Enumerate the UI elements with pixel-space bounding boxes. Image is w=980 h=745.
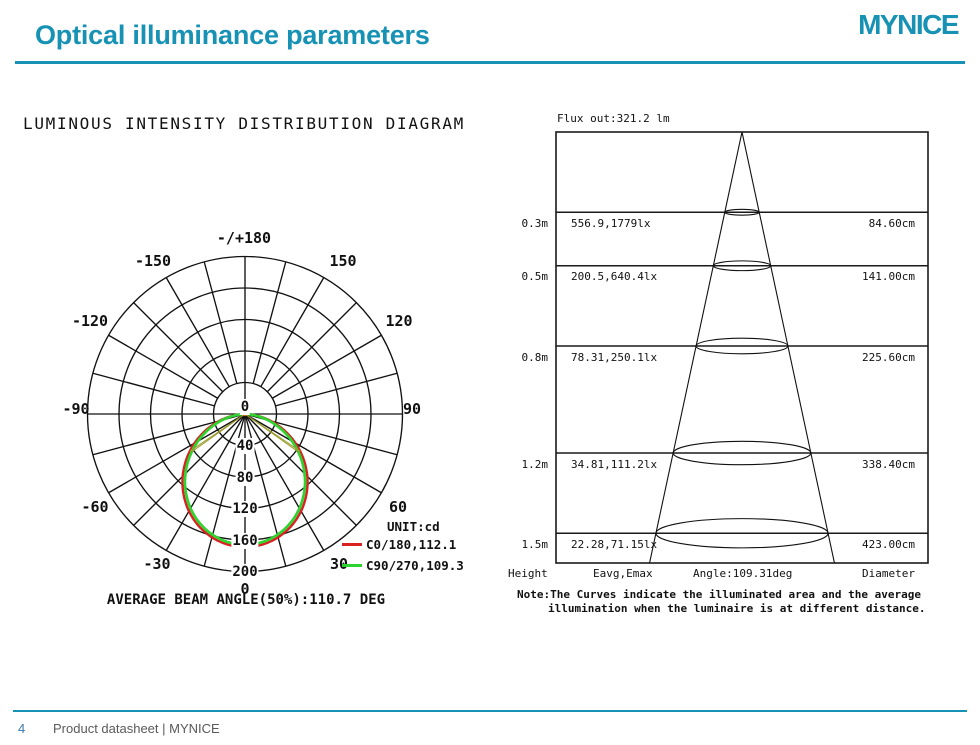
radial-tick-120: 120 (231, 501, 259, 517)
cone-row-diameter: 225.60cm (862, 351, 915, 364)
angle-label-0: 0 (240, 580, 250, 598)
cone-row-diameter: 338.40cm (862, 458, 915, 471)
cone-row-eavg-emax: 78.31,250.1lx (571, 351, 658, 364)
page-number: 4 (18, 721, 26, 736)
page-title: Optical illuminance parameters (35, 20, 430, 50)
cone-row-eavg-emax: 200.5,640.4lx (571, 270, 658, 283)
angle-label-150: 150 (329, 252, 357, 270)
cone-row-height: 1.2m (521, 458, 549, 471)
note-line-1: Note:The Curves indicate the illuminated… (517, 588, 921, 601)
angle-label-m60: -60 (81, 498, 109, 516)
angle-label-m150: -150 (134, 252, 172, 270)
footer-text: Product datasheet | MYNICE (53, 721, 220, 736)
note-line-2: illumination when the luminaire is at di… (548, 602, 926, 615)
cone-row-diameter: 141.00cm (862, 270, 915, 283)
radial-tick-40: 40 (235, 438, 255, 454)
cone-row-height: 1.5m (521, 538, 549, 551)
cone-row-height: 0.3m (521, 217, 549, 230)
angle-label-120: 120 (385, 312, 413, 330)
legend-entry-c0: C0/180,112.1 (342, 537, 456, 552)
legend-swatch-c0 (342, 543, 362, 546)
cone-row-eavg-emax: 22.28,71.15lx (571, 538, 658, 551)
legend-entry-c90: C90/270,109.3 (342, 558, 464, 573)
column-header-height: Height (508, 567, 548, 580)
angle-label-m90: -90 (62, 400, 90, 418)
legend-unit-label: UNIT:cd (387, 519, 440, 534)
column-header-eavg-emax: Eavg,Emax (593, 567, 653, 580)
angle-label-60: 60 (388, 498, 408, 516)
angle-label-m120: -120 (71, 312, 109, 330)
legend-label-c0: C0/180,112.1 (366, 537, 457, 552)
legend-swatch-c90 (342, 564, 362, 567)
legend-label-c90: C90/270,109.3 (366, 558, 464, 573)
angle-label-90: 90 (402, 400, 422, 418)
brand-logo: MYNICE (858, 9, 959, 40)
angle-label-180: -/+180 (216, 229, 272, 247)
column-header-angle: Angle:109.31deg (693, 567, 793, 580)
radial-tick-200: 200 (231, 564, 259, 580)
radial-tick-80: 80 (235, 469, 255, 486)
polar-diagram-title: LUMINOUS INTENSITY DISTRIBUTION DIAGRAM (23, 114, 465, 133)
cone-row-diameter: 84.60cm (868, 217, 915, 230)
angle-label-30: 30 (329, 555, 349, 573)
cone-row-eavg-emax: 34.81,111.2lx (571, 458, 658, 471)
radial-tick-0: 0 (239, 399, 251, 415)
radial-tick-160: 160 (231, 532, 259, 549)
cone-row-height: 0.8m (521, 351, 549, 364)
cone-row-diameter: 423.00cm (862, 538, 915, 551)
flux-out-label: Flux out:321.2 lm (557, 112, 670, 125)
footer-rule (13, 710, 967, 712)
column-header-diameter: Diameter (862, 567, 915, 580)
header-rule (15, 61, 965, 64)
cone-row-height: 0.5m (521, 270, 549, 283)
cone-row-eavg-emax: 556.9,1779lx (571, 217, 651, 230)
average-beam-angle-label: AVERAGE BEAM ANGLE(50%):110.7 DEG (106, 592, 386, 608)
angle-label-m30: -30 (143, 555, 171, 573)
